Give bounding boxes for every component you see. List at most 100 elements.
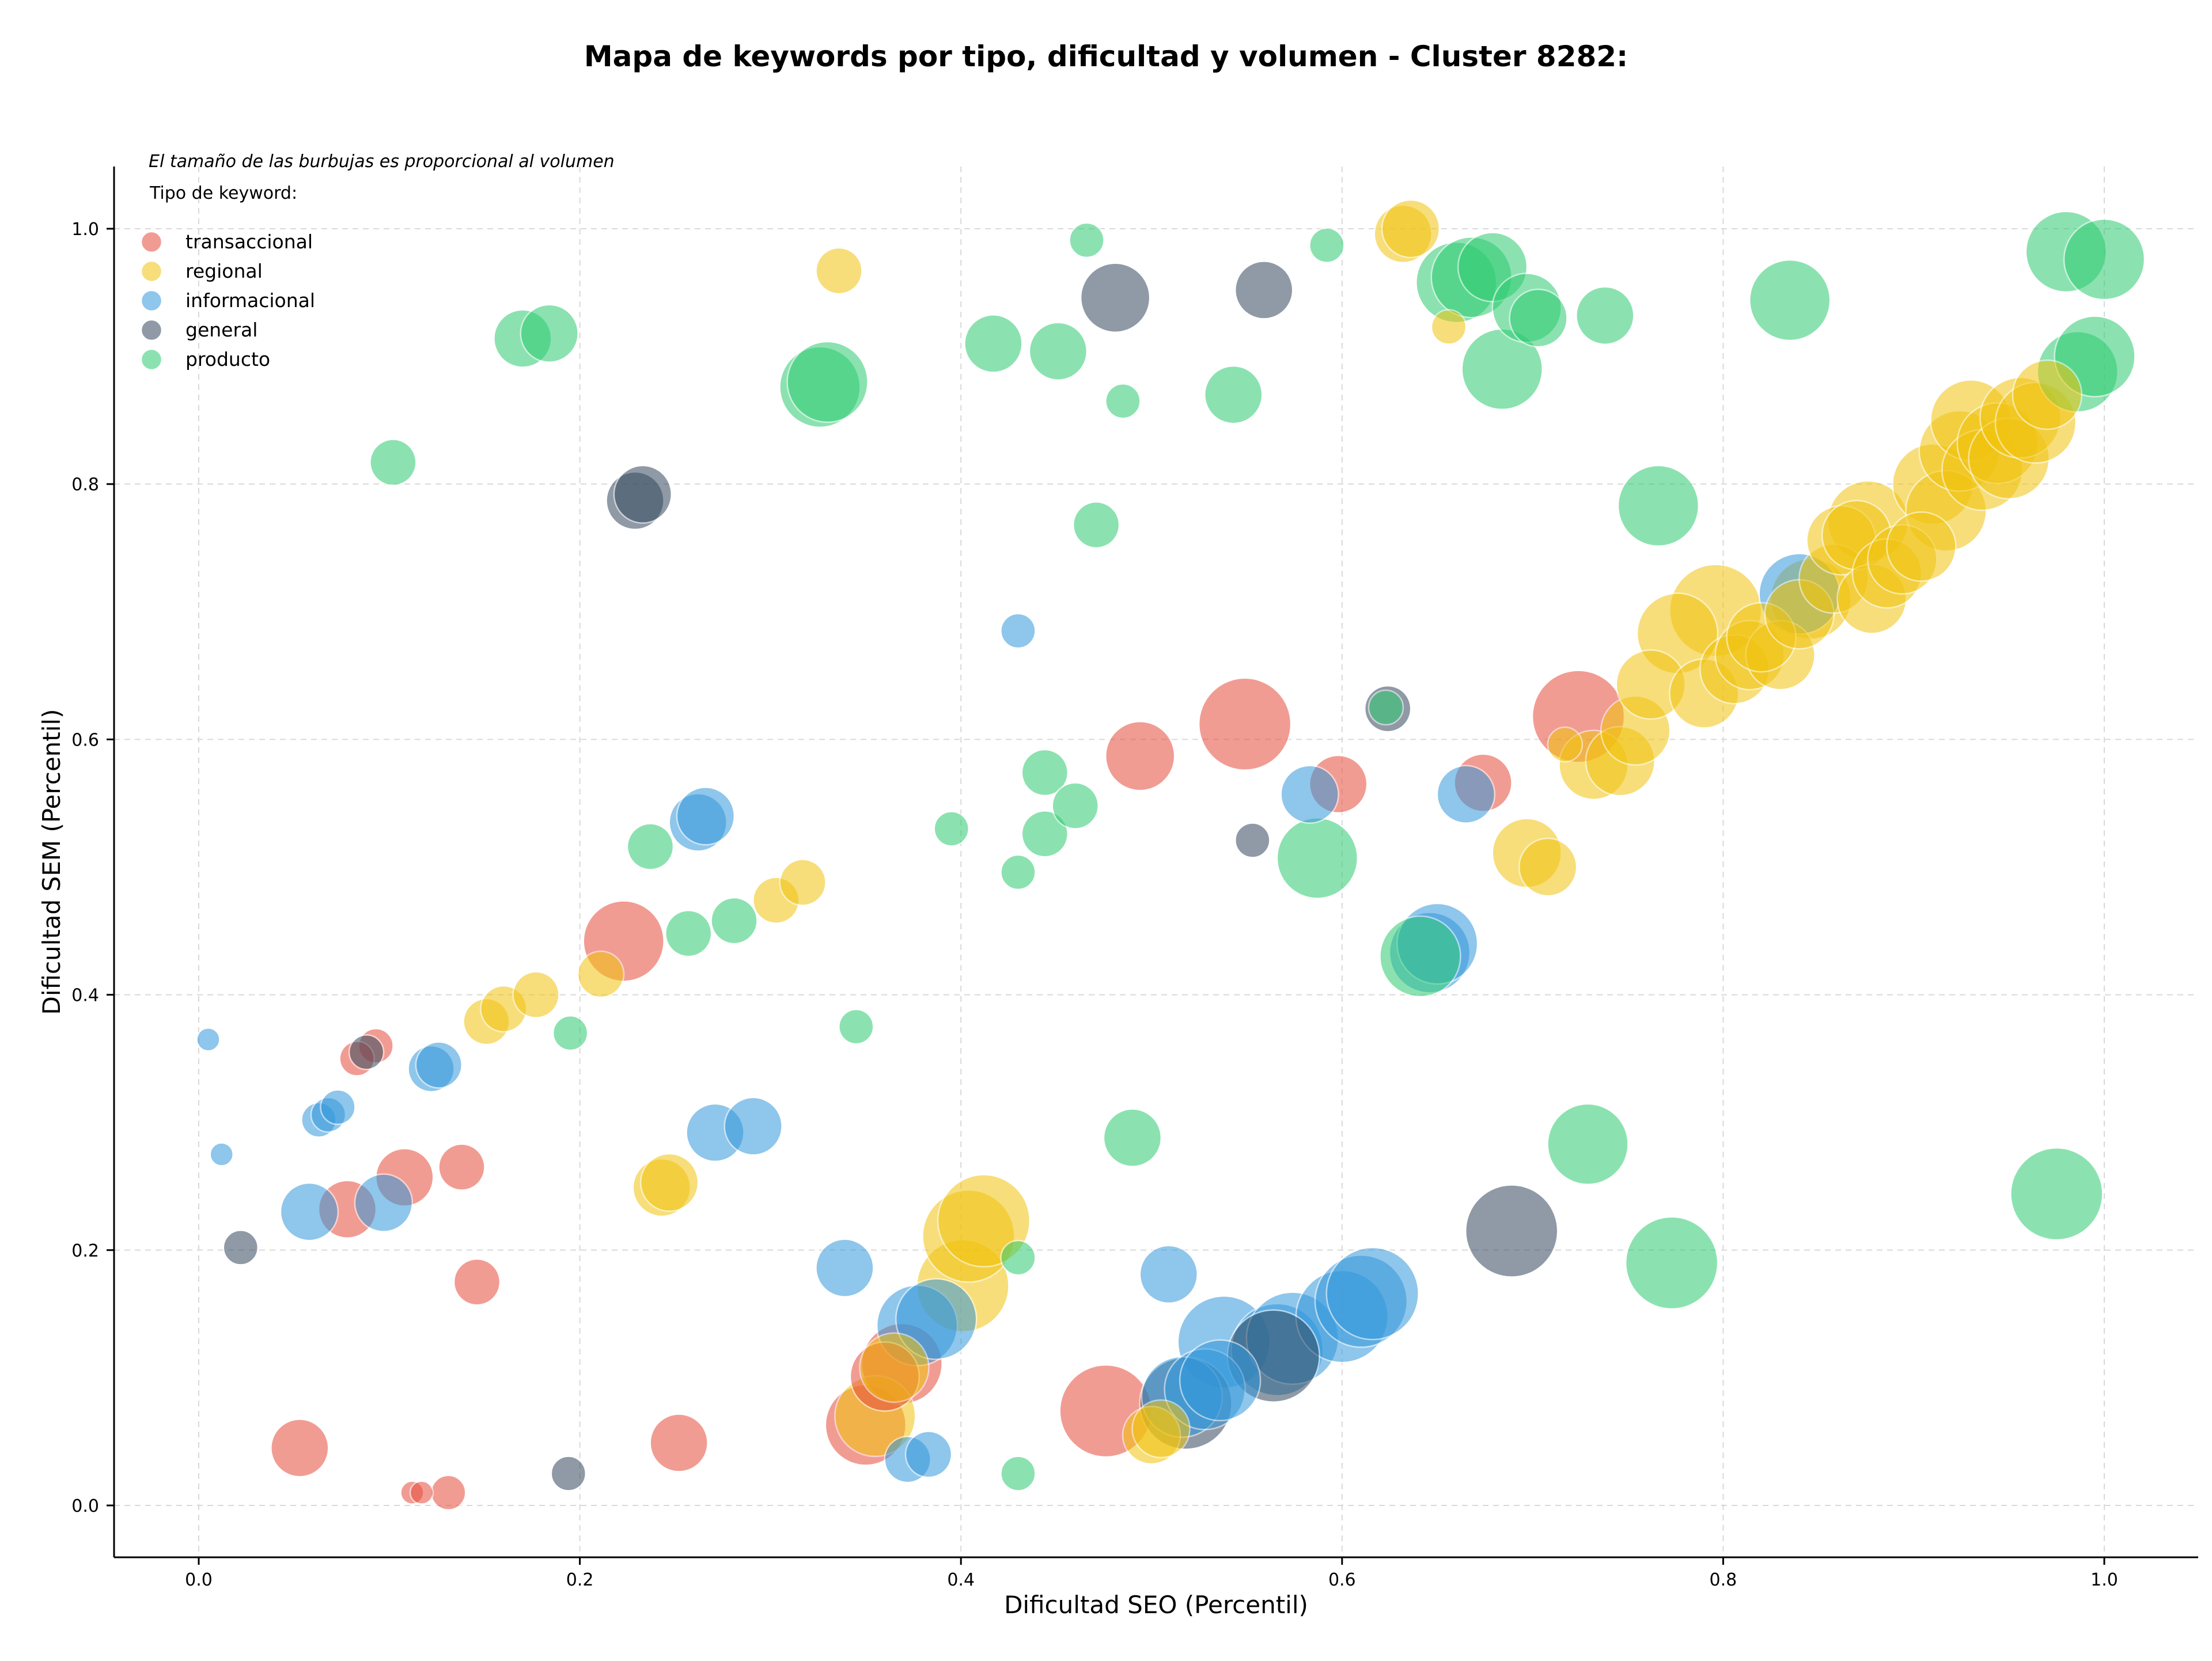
axes xyxy=(113,167,2198,1558)
bubble-regional xyxy=(779,858,827,906)
y-axis-label: Dificultad SEM (Percentil) xyxy=(37,709,66,1015)
bubble-informacional xyxy=(1000,612,1036,649)
bubble-informacional xyxy=(815,1238,874,1298)
bubble-informacional xyxy=(196,1027,221,1052)
bubble-producto xyxy=(1509,288,1568,348)
bubble-regional xyxy=(1430,309,1467,345)
bubble-transaccional xyxy=(409,1480,434,1505)
bubble-producto xyxy=(964,314,1023,373)
x-tick-label: 0.8 xyxy=(1710,1570,1737,1590)
bubble-regional xyxy=(2012,359,2083,430)
bubble-informacional xyxy=(895,1278,978,1360)
bubble-producto xyxy=(1379,915,1461,998)
x-tick-label: 0.6 xyxy=(1328,1570,1356,1590)
bubble-producto xyxy=(1103,1108,1162,1168)
x-tick-label: 0.0 xyxy=(185,1570,213,1590)
bubble-transaccional xyxy=(649,1413,709,1473)
bubble-producto xyxy=(1069,222,1105,259)
bubble-regional xyxy=(577,950,625,998)
bubble-regional xyxy=(1886,511,1957,582)
bubble-informacional xyxy=(279,1182,339,1242)
bubble-producto xyxy=(1000,854,1036,891)
bubble-producto xyxy=(552,1015,589,1051)
bubble-producto xyxy=(1000,1455,1036,1492)
bubble-producto xyxy=(2063,218,2146,301)
y-tick-label: 0.2 xyxy=(71,1241,99,1261)
bubble-regional xyxy=(1547,727,1584,763)
bubble-regional xyxy=(859,1332,930,1403)
grid xyxy=(114,167,2198,1557)
bubble-informacional xyxy=(209,1142,234,1167)
y-tick-label: 1.0 xyxy=(71,220,99,240)
bubble-general xyxy=(1234,260,1294,320)
legend: El tamaño de las burbujas es proporciona… xyxy=(140,152,615,371)
bubble-producto xyxy=(1000,1239,1036,1276)
legend-label-general: general xyxy=(185,319,257,341)
bubble-informacional xyxy=(724,1096,783,1156)
x-axis-label: Dificultad SEO (Percentil) xyxy=(1004,1591,1308,1619)
bubble-regional xyxy=(1518,837,1578,897)
bubble-transaccional xyxy=(438,1143,486,1191)
bubble-general xyxy=(1080,262,1151,333)
bubble-producto xyxy=(626,823,675,871)
bubble-producto xyxy=(520,304,579,363)
legend-marker-regional xyxy=(140,260,163,283)
legend-marker-informacional xyxy=(140,289,163,312)
bubble-producto xyxy=(1575,286,1635,345)
bubble-informacional xyxy=(1139,1244,1199,1304)
legend-note: El tamaño de las burbujas es proporciona… xyxy=(149,152,615,172)
legend-label-transaccional: transaccional xyxy=(185,230,313,253)
bubble-producto xyxy=(1547,1103,1629,1186)
bubble-producto xyxy=(1105,383,1141,419)
bubble-producto xyxy=(1021,810,1069,858)
bubble-general xyxy=(1464,1184,1559,1278)
bubble-transaccional xyxy=(453,1258,501,1306)
y-tick-label: 0.6 xyxy=(71,730,99,750)
bubble-producto xyxy=(786,340,869,423)
legend-marker-general xyxy=(140,319,163,342)
bubble-general xyxy=(613,464,673,524)
bubble-producto xyxy=(664,909,713,958)
bubble-producto xyxy=(369,438,417,486)
bubble-general xyxy=(222,1229,259,1266)
bubble-informacional xyxy=(1325,1246,1419,1341)
bubble-general xyxy=(1234,822,1271,858)
bubble-regional xyxy=(639,1153,699,1212)
bubble-informacional xyxy=(1280,765,1339,824)
bubble-regional xyxy=(512,971,560,1019)
x-tick-label: 1.0 xyxy=(2090,1570,2118,1590)
bubble-transaccional xyxy=(430,1474,467,1511)
bubble-transaccional xyxy=(270,1418,329,1478)
legend-marker-transaccional xyxy=(140,230,163,253)
bubble-producto xyxy=(838,1008,874,1045)
bubble-producto xyxy=(1276,817,1359,899)
y-tick-label: 0.0 xyxy=(71,1496,99,1516)
bubble-producto xyxy=(710,896,758,945)
bubble-general xyxy=(550,1455,587,1492)
chart-title: Mapa de keywords por tipo, dificultad y … xyxy=(584,40,1628,73)
legend-label-informacional: informacional xyxy=(185,289,315,312)
bubble-informacional xyxy=(1179,1339,1262,1422)
bubble-producto xyxy=(1203,365,1263,425)
legend-marker-producto xyxy=(140,348,163,371)
bubble-producto xyxy=(1617,464,1700,547)
bubble-transaccional xyxy=(1198,677,1292,771)
legend-items: transaccional regional informacional genera… xyxy=(140,230,315,371)
ticks: 0.0 0.2 0.4 0.6 0.8 1.0 0.0 0.2 0.4 0.6 0.8 1.0 xyxy=(71,220,2118,1590)
bubble-producto xyxy=(1624,1216,1719,1310)
bubble-regional xyxy=(815,247,863,295)
bubble-regional xyxy=(1381,199,1441,259)
bubble-producto xyxy=(1051,782,1099,830)
legend-label-regional: regional xyxy=(185,260,263,282)
bubble-informacional xyxy=(354,1173,414,1233)
bubble-producto xyxy=(1072,501,1120,549)
bubble-producto xyxy=(1028,321,1088,381)
bubble-general xyxy=(348,1034,385,1070)
bubble-transaccional xyxy=(1104,720,1176,792)
bubble-informacional xyxy=(676,786,736,846)
legend-label-producto: producto xyxy=(185,348,270,370)
y-tick-label: 0.8 xyxy=(71,475,99,495)
legend-title: Tipo de keyword: xyxy=(149,183,297,203)
